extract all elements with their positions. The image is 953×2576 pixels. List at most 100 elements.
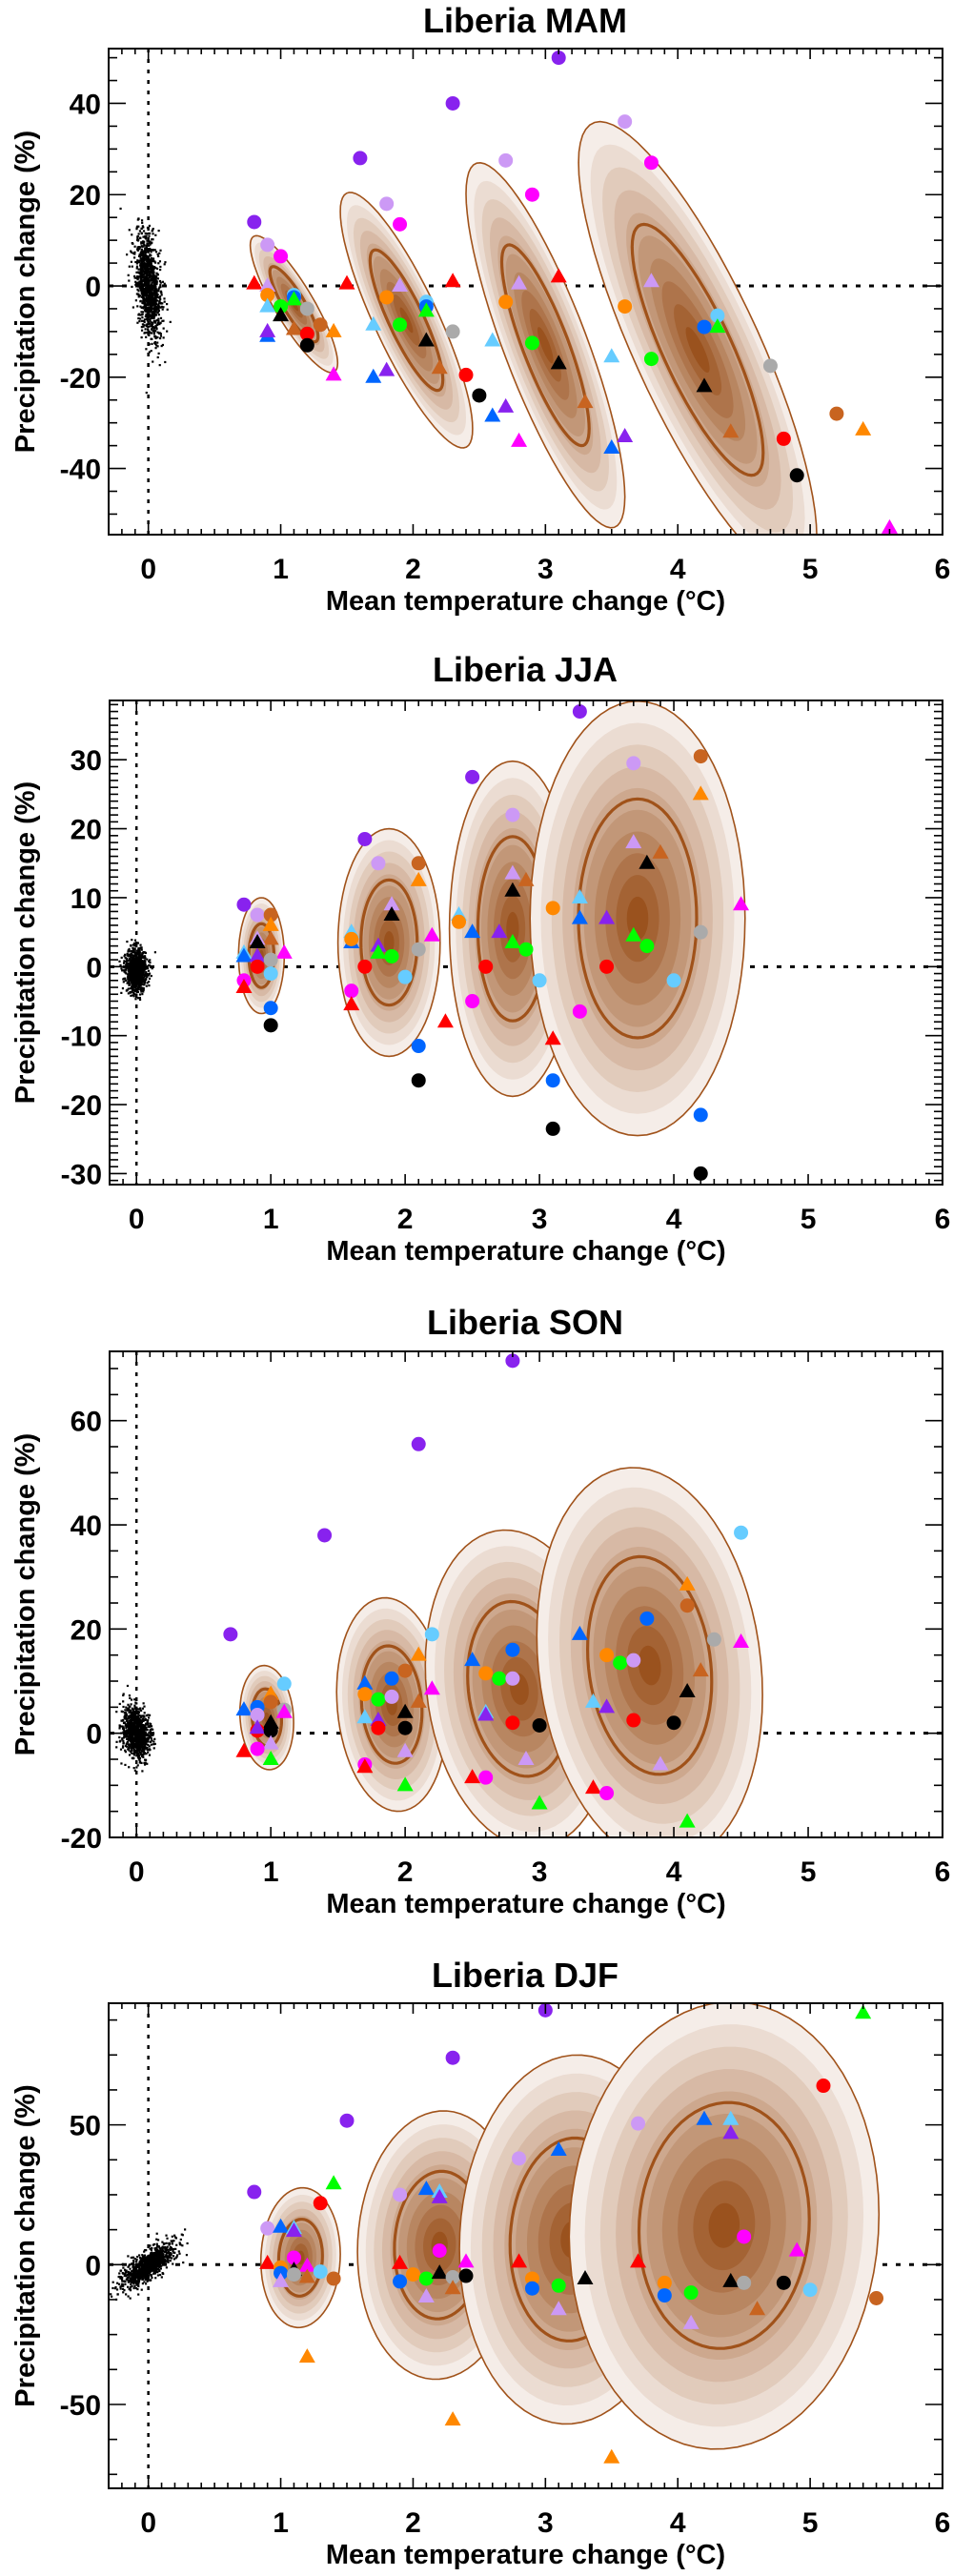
cloud-point	[152, 360, 154, 363]
cloud-point	[141, 2282, 145, 2285]
model-point-triangle	[550, 268, 567, 283]
cloud-point	[152, 2262, 154, 2265]
model-point-circle	[458, 367, 474, 382]
model-point-triangle	[431, 359, 448, 375]
cloud-point	[159, 290, 163, 293]
x-tick-label: 2	[397, 1856, 414, 1888]
cloud-point	[148, 334, 151, 337]
cloud-point	[150, 258, 152, 261]
cloud-point	[133, 986, 137, 989]
cloud-point	[156, 295, 159, 299]
cloud-point	[118, 2275, 121, 2279]
cloud-point	[137, 225, 140, 228]
cloud-point	[147, 2278, 150, 2281]
model-point-circle	[260, 237, 275, 253]
cloud-point	[144, 280, 147, 283]
cloud-point	[124, 953, 127, 956]
cloud-point	[145, 313, 148, 316]
cloud-point	[140, 1761, 143, 1765]
cloud-point	[150, 325, 153, 328]
model-point-triangle	[652, 843, 669, 859]
y-axis-label: Precipitation change (%)	[10, 2084, 41, 2406]
cloud-point	[156, 2256, 159, 2259]
cloud-point	[132, 1742, 135, 1745]
ellipse-inner-contour	[359, 878, 419, 1007]
cloud-point	[140, 326, 143, 329]
cloud-point	[145, 289, 148, 292]
cloud-point	[151, 306, 153, 309]
cloud-point	[129, 955, 132, 958]
cloud-point	[159, 285, 162, 289]
cloud-point	[148, 2266, 151, 2269]
x-tick-label: 0	[129, 1204, 145, 1235]
cloud-point	[148, 1745, 151, 1748]
model-point-circle	[518, 942, 534, 957]
cloud-point	[136, 2273, 139, 2276]
model-point-circle	[393, 317, 408, 333]
cloud-point	[168, 2243, 171, 2246]
cloud-point	[146, 260, 149, 263]
cloud-point	[133, 964, 136, 967]
cloud-point	[160, 294, 163, 296]
cloud-point	[150, 2263, 152, 2266]
cloud-point	[141, 2268, 144, 2272]
model-point-circle	[274, 299, 289, 314]
model-point-triangle	[383, 896, 400, 911]
cloud-point	[154, 314, 157, 316]
cloud-point	[135, 1713, 138, 1715]
cloud-point	[164, 2256, 167, 2259]
cloud-point	[128, 958, 131, 961]
cloud-point	[135, 966, 138, 969]
cloud-point	[135, 226, 138, 229]
cloud-point	[152, 257, 154, 260]
model-point-circle	[524, 2271, 539, 2286]
cloud-point	[146, 285, 149, 289]
cloud-point	[136, 1748, 139, 1752]
cloud-point	[141, 221, 144, 224]
cloud-point	[146, 1722, 150, 1726]
natural-variability-cloud	[119, 207, 172, 395]
cloud-point	[175, 2254, 179, 2257]
model-point-triangle	[235, 979, 253, 994]
chart-title: Liberia MAM	[423, 1, 627, 40]
cloud-point	[118, 960, 121, 963]
cloud-point	[127, 2285, 130, 2288]
cloud-point	[124, 1751, 127, 1754]
cloud-point	[120, 2278, 124, 2281]
cloud-point	[137, 2293, 140, 2296]
model-point-triangle	[642, 273, 659, 288]
cloud-point	[147, 969, 151, 972]
cloud-point	[159, 249, 162, 252]
cloud-point	[152, 300, 155, 303]
cloud-point	[136, 305, 139, 308]
cloud-point	[144, 286, 147, 289]
model-point-circle	[299, 326, 314, 341]
cloud-point	[122, 1739, 125, 1743]
cloud-point	[131, 1756, 133, 1759]
model-point-triangle	[444, 2280, 461, 2295]
model-point-circle	[693, 749, 708, 764]
cloud-point	[145, 234, 148, 237]
cloud-point	[140, 1738, 143, 1742]
cloud-point	[140, 2262, 144, 2264]
cloud-point	[138, 996, 141, 1000]
model-point-circle	[411, 1436, 426, 1451]
model-point-circle	[424, 1627, 439, 1642]
cloud-point	[139, 2271, 142, 2274]
model-point-circle	[411, 1039, 426, 1054]
cloud-point	[135, 985, 138, 988]
cloud-point	[156, 304, 160, 307]
cloud-point	[121, 1725, 124, 1728]
cloud-point	[132, 2256, 135, 2259]
cloud-point	[140, 1733, 143, 1735]
model-point-circle	[299, 301, 314, 316]
cloud-point	[145, 984, 148, 987]
cloud-point	[149, 1723, 152, 1726]
cloud-point	[135, 1726, 139, 1729]
ellipse-outer-contour	[529, 700, 746, 1137]
cloud-point	[145, 2275, 148, 2279]
x-tick-label: 6	[935, 2507, 951, 2539]
cloud-point	[135, 993, 138, 996]
cloud-point	[148, 1735, 152, 1738]
ellipse-inner-contour	[499, 243, 591, 448]
